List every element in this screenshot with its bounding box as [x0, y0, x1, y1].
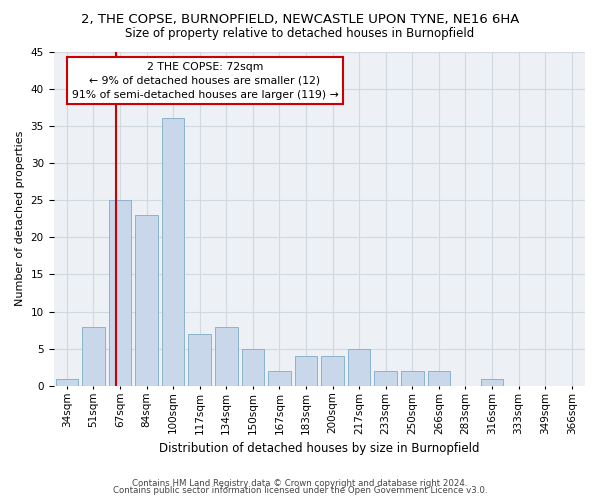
Bar [481, 378, 503, 386]
Bar [82, 326, 104, 386]
Bar [56, 378, 78, 386]
Bar [428, 371, 450, 386]
Bar [268, 371, 290, 386]
Text: Contains public sector information licensed under the Open Government Licence v3: Contains public sector information licen… [113, 486, 487, 495]
Y-axis label: Number of detached properties: Number of detached properties [15, 131, 25, 306]
Text: 2, THE COPSE, BURNOPFIELD, NEWCASTLE UPON TYNE, NE16 6HA: 2, THE COPSE, BURNOPFIELD, NEWCASTLE UPO… [81, 12, 519, 26]
Bar [295, 356, 317, 386]
Text: Contains HM Land Registry data © Crown copyright and database right 2024.: Contains HM Land Registry data © Crown c… [132, 478, 468, 488]
Bar [348, 349, 370, 386]
Bar [188, 334, 211, 386]
Bar [135, 215, 158, 386]
Bar [401, 371, 424, 386]
Bar [109, 200, 131, 386]
Bar [321, 356, 344, 386]
Bar [242, 349, 264, 386]
Text: 2 THE COPSE: 72sqm
← 9% of detached houses are smaller (12)
91% of semi-detached: 2 THE COPSE: 72sqm ← 9% of detached hous… [71, 62, 338, 100]
Bar [374, 371, 397, 386]
X-axis label: Distribution of detached houses by size in Burnopfield: Distribution of detached houses by size … [159, 442, 479, 455]
Bar [215, 326, 238, 386]
Bar [162, 118, 184, 386]
Text: Size of property relative to detached houses in Burnopfield: Size of property relative to detached ho… [125, 28, 475, 40]
